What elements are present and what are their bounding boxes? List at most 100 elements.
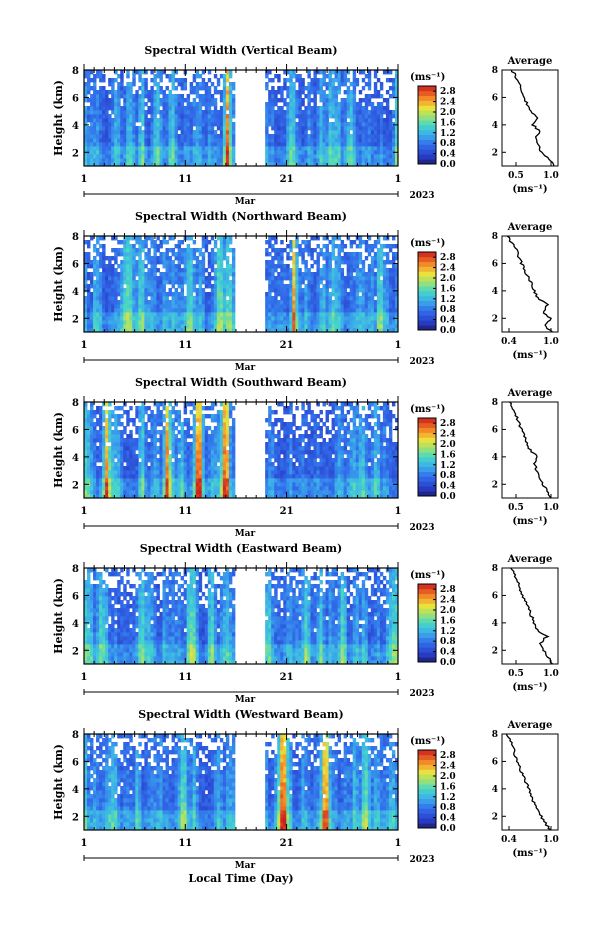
- average-ytick-label: 4: [492, 287, 498, 297]
- xtick-label: 21: [280, 340, 294, 351]
- heatmap-cells: [84, 734, 399, 831]
- average-xtick-label: 0.4: [501, 337, 517, 347]
- average-profile: Average 2 4 6 8 0.5 1.0 (ms⁻¹): [492, 388, 559, 527]
- average-title: Average: [507, 554, 553, 565]
- day-ticks: [83, 728, 399, 830]
- colorbar-tick-label: 2.8: [440, 419, 456, 429]
- xtick-label: 1: [395, 672, 402, 683]
- average-profile: Average 2 4 6 8 0.4 1.0 (ms⁻¹): [492, 222, 559, 361]
- xtick-label: 11: [178, 340, 192, 351]
- average-frame: [501, 69, 559, 167]
- ytick-label: 4: [72, 287, 79, 298]
- colorbar-tick-label: 1.2: [440, 793, 456, 803]
- average-profile: Average 2 4 6 8 0.4 1.0 (ms⁻¹): [492, 720, 559, 859]
- average-frame: [501, 235, 559, 333]
- ytick-label: 2: [72, 646, 79, 657]
- ytick-label: 8: [72, 66, 79, 77]
- xtick-label: 1: [395, 506, 402, 517]
- colorbar-tick-label: 0.8: [440, 637, 456, 647]
- xtick-label: 21: [280, 506, 294, 517]
- average-xlabel: (ms⁻¹): [512, 516, 547, 527]
- average-xtick-label: 0.5: [508, 503, 524, 513]
- xtick-label: 1: [81, 838, 88, 849]
- average-ytick-label: 4: [492, 453, 498, 463]
- average-ytick-label: 8: [492, 66, 498, 76]
- average-ytick-label: 6: [492, 425, 498, 435]
- average-frame: [501, 401, 559, 499]
- average-xtick-label: 1.0: [543, 669, 559, 679]
- average-profile: Average 2 4 6 8 0.5 1.0 (ms⁻¹): [492, 554, 559, 693]
- colorbar-frame: [417, 583, 437, 663]
- colorbar-tick-label: 1.6: [440, 782, 456, 792]
- colorbar-tick-label: 0.0: [440, 160, 456, 170]
- average-ytick-label: 4: [492, 619, 498, 629]
- average-frame: [501, 567, 559, 665]
- colorbar-tick-label: 0.8: [440, 803, 456, 813]
- colorbar-tick-label: 2.8: [440, 585, 456, 595]
- ytick-label: 4: [72, 453, 79, 464]
- average-ytick-label: 2: [492, 812, 498, 822]
- colorbar-frame: [417, 417, 437, 497]
- xtick-label: 1: [81, 672, 88, 683]
- average-ytick-label: 8: [492, 564, 498, 574]
- colorbar-tick-label: 2.0: [440, 274, 456, 284]
- panel-title: Spectral Width (Northward Beam): [135, 210, 347, 223]
- ytick-label: 8: [72, 564, 79, 575]
- month-label: Mar: [235, 695, 256, 705]
- average-ytick-label: 6: [492, 757, 498, 767]
- colorbar-tick-label: 1.6: [440, 616, 456, 626]
- xtick-label: 11: [178, 174, 192, 185]
- colorbar-tick-label: 0.8: [440, 471, 456, 481]
- plot-frame: [83, 733, 399, 831]
- average-xtick-label: 1.0: [543, 337, 559, 347]
- average-xtick-label: 0.5: [508, 171, 524, 181]
- panel-2: Spectral Width (Northward Beam) 2 4 6 8 Heigh…: [52, 210, 559, 373]
- colorbar-tick-label: 2.4: [440, 596, 456, 606]
- colorbar-tick-label: 2.0: [440, 772, 456, 782]
- panel-title: Spectral Width (Southward Beam): [135, 376, 347, 389]
- plot-frame: [83, 69, 399, 167]
- xtick-label: 1: [81, 506, 88, 517]
- ytick-label: 6: [72, 259, 79, 270]
- panel-title: Spectral Width (Westward Beam): [138, 708, 343, 721]
- colorbar-unit-label: (ms⁻¹): [410, 238, 445, 249]
- colorbar-tick-label: 0.0: [440, 492, 456, 502]
- colorbar-unit-label: (ms⁻¹): [410, 72, 445, 83]
- xtick-label: 21: [280, 838, 294, 849]
- colorbar-tick-label: 0.8: [440, 305, 456, 315]
- colorbar-tick-label: 1.6: [440, 450, 456, 460]
- colorbar-tick-label: 0.4: [440, 482, 456, 492]
- average-xtick-label: 1.0: [543, 171, 559, 181]
- year-label: 2023: [409, 855, 434, 865]
- average-title: Average: [507, 56, 553, 67]
- month-label: Mar: [235, 861, 256, 871]
- colorbar-unit-label: (ms⁻¹): [410, 736, 445, 747]
- colorbar: [418, 750, 436, 829]
- colorbar-tick-label: 0.4: [440, 648, 456, 658]
- average-ytick-label: 8: [492, 398, 498, 408]
- colorbar-tick-label: 0.0: [440, 658, 456, 668]
- heatmap-cells: [84, 70, 399, 167]
- day-ticks: [83, 64, 399, 166]
- average-frame: [501, 733, 559, 831]
- average-xtick-label: 1.0: [543, 835, 559, 845]
- panel-4: Spectral Width (Eastward Beam) 2 4 6 8 Height…: [52, 542, 559, 705]
- y-axis-label: Height (km): [52, 412, 65, 488]
- colorbar-tick-label: 0.0: [440, 824, 456, 834]
- average-title: Average: [507, 720, 553, 731]
- xtick-label: 21: [280, 174, 294, 185]
- average-ytick-label: 8: [492, 730, 498, 740]
- average-profile-line: [510, 567, 554, 665]
- month-label: Mar: [235, 363, 256, 373]
- ytick-label: 4: [72, 121, 79, 132]
- colorbar-tick-label: 0.4: [440, 150, 456, 160]
- xtick-label: 11: [178, 672, 192, 683]
- average-title: Average: [507, 222, 553, 233]
- average-profile-line: [505, 733, 552, 831]
- colorbar: [418, 418, 436, 497]
- colorbar-tick-label: 1.2: [440, 129, 456, 139]
- y-axis-label: Height (km): [52, 578, 65, 654]
- colorbar-frame: [417, 85, 437, 165]
- colorbar-tick-label: 1.6: [440, 284, 456, 294]
